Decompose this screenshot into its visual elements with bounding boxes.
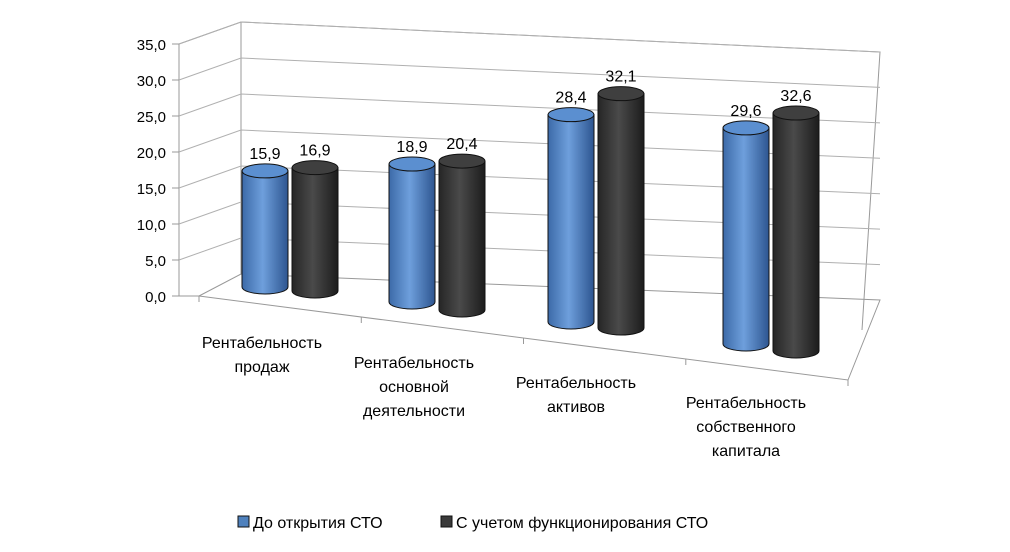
y-axis: 0,0 5,0 10,0 15,0 20,0 25,0 30,0 35,0 (137, 37, 849, 386)
y-tick-label: 25,0 (137, 109, 166, 126)
data-label: 20,4 (446, 136, 477, 153)
bar-body (722, 127, 770, 352)
bar-body (241, 170, 289, 295)
floor-edge (198, 273, 881, 381)
bar-top (547, 107, 595, 123)
gridline (178, 201, 881, 230)
bar-top (597, 86, 645, 102)
bar-body (438, 160, 486, 318)
bars: 15,9 18,9 28,4 29,6 16,9 20,4 32,1 32,6 (241, 69, 820, 359)
y-tick-label: 20,0 (137, 145, 166, 162)
gridline (178, 93, 881, 124)
bar-after-1: 16,9 (291, 143, 339, 299)
bar-before-4: 29,6 (722, 103, 770, 352)
bar-top (772, 105, 820, 121)
gridline (178, 129, 881, 159)
x-axis: Рентабельность продаж Рентабельность основн… (202, 335, 806, 460)
bar-top (241, 163, 289, 179)
bar-after-4: 32,6 (772, 88, 820, 359)
bar-before-2: 18,9 (388, 139, 436, 310)
bar-body (291, 167, 339, 299)
legend: До открытия СТО С учетом функционирования… (237, 515, 708, 532)
data-label: 29,6 (730, 103, 761, 120)
data-label: 32,1 (605, 69, 636, 86)
bar-top (438, 153, 486, 169)
y-tick-label: 15,0 (137, 181, 166, 198)
gridline (178, 21, 881, 53)
chart-walls (178, 21, 881, 381)
bar-after-3: 32,1 (597, 69, 645, 336)
bar-body (388, 163, 436, 310)
y-tick-label: 30,0 (137, 73, 166, 90)
y-tick-label: 10,0 (137, 217, 166, 234)
y-tick-label: 35,0 (137, 37, 166, 54)
bar-body (597, 93, 645, 336)
data-label: 28,4 (555, 90, 586, 107)
data-label: 16,9 (299, 143, 330, 160)
bar-before-3: 28,4 (547, 90, 595, 330)
category-label: Рентабельность основной деятельности (354, 355, 474, 420)
legend-swatch (440, 515, 453, 528)
bar-top (291, 160, 339, 176)
bar-top (388, 156, 436, 172)
y-tick-label: 5,0 (145, 253, 166, 270)
bar-after-2: 20,4 (438, 136, 486, 318)
legend-label: С учетом функционирования СТО (456, 515, 708, 532)
bar-body (772, 112, 820, 359)
side-wall-edge (178, 44, 199, 297)
bar-body (547, 114, 595, 330)
category-label: Рентабельность собственного капитала (686, 395, 806, 460)
y-tick-label: 0,0 (145, 289, 166, 306)
bar-before-1: 15,9 (241, 146, 289, 295)
gridline (178, 165, 881, 195)
gridline (178, 237, 881, 266)
legend-swatch (237, 515, 250, 528)
category-label: Рентабельность активов (516, 375, 636, 416)
bar-top (722, 120, 770, 136)
data-label: 18,9 (396, 139, 427, 156)
category-label: Рентабельность продаж (202, 335, 322, 376)
gridline (178, 57, 881, 88)
legend-label: До открытия СТО (253, 515, 383, 532)
data-label: 15,9 (249, 146, 280, 163)
data-label: 32,6 (780, 88, 811, 105)
